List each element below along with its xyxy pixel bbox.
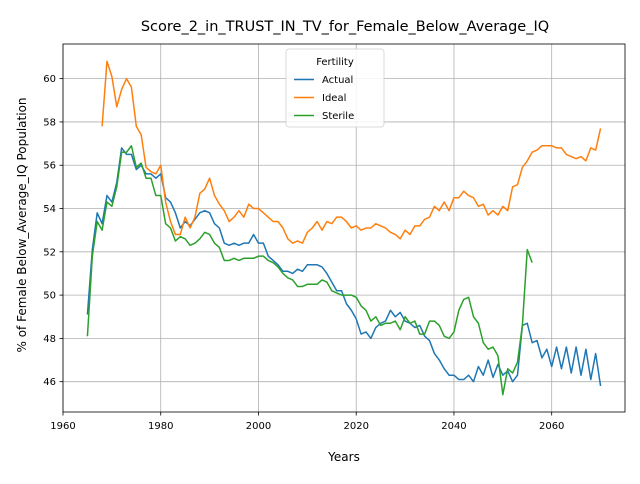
series-line-actual xyxy=(86,147,602,387)
series-line-sterile xyxy=(86,144,533,396)
chart-title: Score_2_in_TRUST_IN_TV_for_Female_Below_… xyxy=(141,19,549,35)
legend-label-actual: Actual xyxy=(322,75,353,86)
plot-area xyxy=(86,60,602,396)
legend: Fertility Actual Ideal Sterile xyxy=(285,48,385,128)
y-tick-label: 46 xyxy=(43,377,56,388)
y-tick-label: 54 xyxy=(43,204,56,215)
x-axis-label: Years xyxy=(327,450,360,464)
x-tick-label: 1980 xyxy=(148,421,173,432)
y-axis-label: % of Female Below_Average_IQ Population xyxy=(15,97,29,352)
x-tick-label: 2000 xyxy=(246,421,271,432)
x-tick-label: 2060 xyxy=(539,421,564,432)
legend-box xyxy=(285,48,385,128)
y-tick-label: 58 xyxy=(43,117,56,128)
y-tick-label: 60 xyxy=(43,74,56,85)
x-tick-label: 2040 xyxy=(441,421,466,432)
y-tick-label: 50 xyxy=(43,291,56,302)
axes: 1960 1980 2000 2020 2040 2060 46 48 50 52 54 56 58 60 xyxy=(43,43,626,432)
axes-frame xyxy=(62,43,626,413)
y-tick-label: 56 xyxy=(43,161,56,172)
legend-label-sterile: Sterile xyxy=(322,111,354,122)
legend-label-ideal: Ideal xyxy=(322,93,346,104)
legend-title: Fertility xyxy=(316,57,354,68)
x-tick-label: 1960 xyxy=(50,421,75,432)
y-tick-label: 48 xyxy=(43,334,56,345)
series-line-ideal xyxy=(101,60,602,244)
y-tick-label: 52 xyxy=(43,247,56,258)
x-tick-label: 2020 xyxy=(343,421,368,432)
